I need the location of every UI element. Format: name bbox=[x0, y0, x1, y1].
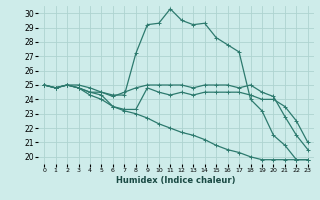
X-axis label: Humidex (Indice chaleur): Humidex (Indice chaleur) bbox=[116, 176, 236, 185]
